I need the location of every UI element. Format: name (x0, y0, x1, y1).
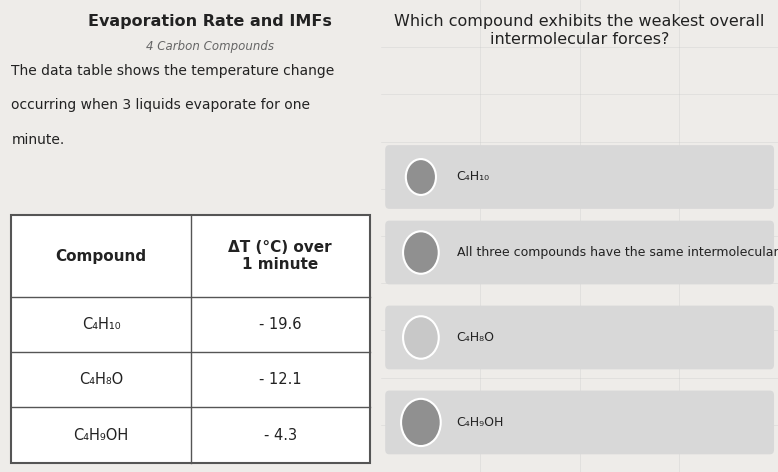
Text: Compound: Compound (55, 249, 146, 263)
Text: C₄H₁₀: C₄H₁₀ (457, 170, 489, 184)
Text: - 4.3: - 4.3 (264, 428, 296, 443)
Text: ΔT (°C) over
1 minute: ΔT (°C) over 1 minute (229, 240, 332, 272)
Text: - 19.6: - 19.6 (259, 317, 301, 332)
Text: C₄H₁₀: C₄H₁₀ (82, 317, 121, 332)
Text: Evaporation Rate and IMFs: Evaporation Rate and IMFs (88, 14, 331, 29)
FancyBboxPatch shape (385, 221, 774, 284)
Text: C₄H₉OH: C₄H₉OH (73, 428, 128, 443)
Text: Which compound exhibits the weakest overall
intermolecular forces?: Which compound exhibits the weakest over… (394, 14, 765, 47)
Text: The data table shows the temperature change: The data table shows the temperature cha… (12, 64, 335, 78)
FancyBboxPatch shape (385, 145, 774, 209)
Text: C₄H₈O: C₄H₈O (457, 331, 495, 344)
Text: occurring when 3 liquids evaporate for one: occurring when 3 liquids evaporate for o… (12, 98, 310, 112)
Text: 4 Carbon Compounds: 4 Carbon Compounds (145, 40, 274, 53)
Circle shape (401, 399, 440, 446)
Text: C₄H₉OH: C₄H₉OH (457, 416, 504, 429)
Text: - 12.1: - 12.1 (259, 372, 302, 388)
FancyBboxPatch shape (385, 391, 774, 454)
FancyBboxPatch shape (12, 215, 370, 463)
Circle shape (406, 159, 436, 195)
Text: All three compounds have the same intermolecular forces.: All three compounds have the same interm… (457, 246, 778, 259)
Text: C₄H₈O: C₄H₈O (79, 372, 123, 388)
Circle shape (403, 231, 439, 274)
Text: minute.: minute. (12, 133, 65, 147)
FancyBboxPatch shape (385, 306, 774, 369)
Circle shape (403, 316, 439, 359)
